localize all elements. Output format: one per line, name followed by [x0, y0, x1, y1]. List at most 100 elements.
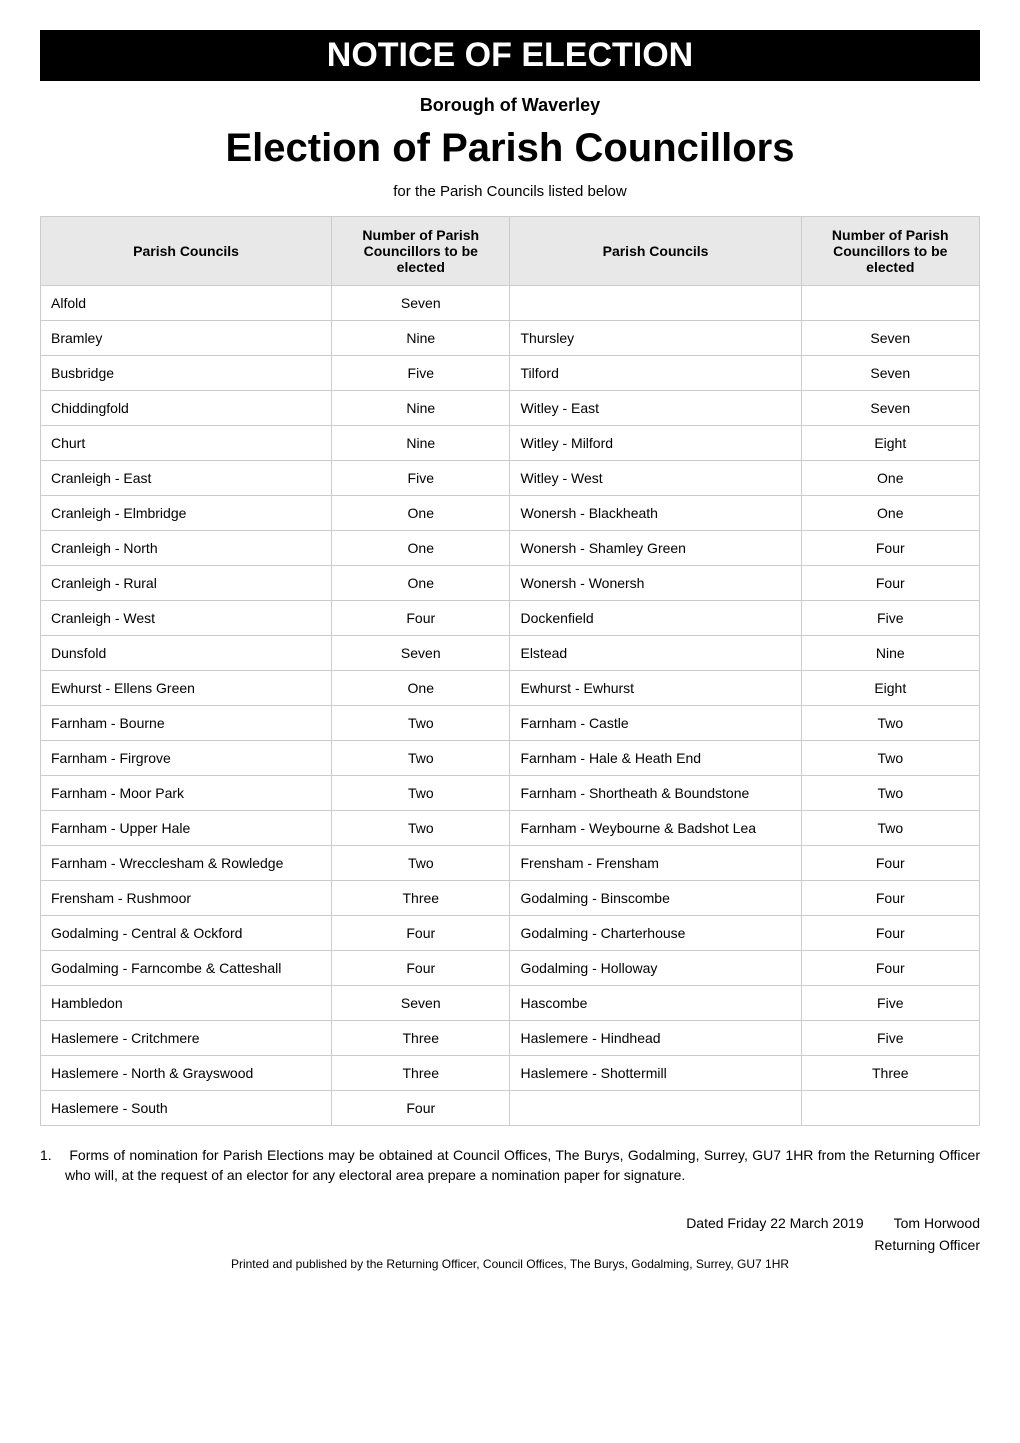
council-cell: Farnham - Upper Hale [41, 811, 332, 846]
number-cell: Four [801, 566, 979, 601]
number-cell: One [332, 496, 510, 531]
header-councillors-1: Number of Parish Councillors to be elect… [332, 217, 510, 286]
number-cell: Two [801, 706, 979, 741]
table-body: AlfoldSevenBramleyNineThursleySevenBusbr… [41, 286, 980, 1126]
table-row: Godalming - Farncombe & CatteshallFourGo… [41, 951, 980, 986]
number-cell: Three [332, 1021, 510, 1056]
number-cell: Four [801, 916, 979, 951]
number-cell: Three [332, 881, 510, 916]
council-cell: Farnham - Wrecclesham & Rowledge [41, 846, 332, 881]
council-cell: Farnham - Bourne [41, 706, 332, 741]
council-cell: Chiddingfold [41, 391, 332, 426]
council-cell: Cranleigh - East [41, 461, 332, 496]
number-cell: Eight [801, 426, 979, 461]
council-cell [510, 1091, 801, 1126]
number-cell: Four [801, 531, 979, 566]
number-cell: Five [801, 986, 979, 1021]
header-parish-councils-1: Parish Councils [41, 217, 332, 286]
table-header-row: Parish Councils Number of Parish Council… [41, 217, 980, 286]
table-row: DunsfoldSevenElsteadNine [41, 636, 980, 671]
number-cell: Four [332, 916, 510, 951]
council-cell: Wonersh - Shamley Green [510, 531, 801, 566]
council-cell: Godalming - Farncombe & Catteshall [41, 951, 332, 986]
council-cell: Churt [41, 426, 332, 461]
table-row: Haslemere - North & GrayswoodThreeHaslem… [41, 1056, 980, 1091]
number-cell: Five [332, 461, 510, 496]
table-row: Haslemere - SouthFour [41, 1091, 980, 1126]
number-cell: Nine [332, 426, 510, 461]
number-cell: Five [332, 356, 510, 391]
council-cell: Hambledon [41, 986, 332, 1021]
council-cell: Godalming - Holloway [510, 951, 801, 986]
council-cell: Hascombe [510, 986, 801, 1021]
number-cell: Seven [801, 356, 979, 391]
council-cell: Wonersh - Wonersh [510, 566, 801, 601]
number-cell: Nine [801, 636, 979, 671]
number-cell: Two [332, 776, 510, 811]
number-cell: One [332, 671, 510, 706]
council-cell: Dunsfold [41, 636, 332, 671]
council-cell: Thursley [510, 321, 801, 356]
number-cell: Seven [801, 391, 979, 426]
number-cell: Eight [801, 671, 979, 706]
council-cell: Cranleigh - Rural [41, 566, 332, 601]
number-cell: Two [332, 741, 510, 776]
table-row: ChiddingfoldNineWitley - EastSeven [41, 391, 980, 426]
council-cell: Farnham - Firgrove [41, 741, 332, 776]
number-cell: One [332, 566, 510, 601]
table-row: Farnham - Moor ParkTwoFarnham - Shorthea… [41, 776, 980, 811]
notice-banner: NOTICE OF ELECTION [40, 30, 980, 81]
council-cell: Ewhurst - Ewhurst [510, 671, 801, 706]
council-cell: Farnham - Castle [510, 706, 801, 741]
number-cell: Seven [332, 636, 510, 671]
number-cell: One [801, 461, 979, 496]
number-cell [801, 286, 979, 321]
number-cell: Three [332, 1056, 510, 1091]
council-cell: Farnham - Weybourne & Badshot Lea [510, 811, 801, 846]
number-cell: Two [801, 741, 979, 776]
number-cell: Two [332, 846, 510, 881]
table-row: Farnham - Wrecclesham & RowledgeTwoFrens… [41, 846, 980, 881]
number-cell: Four [801, 881, 979, 916]
council-cell: Farnham - Shortheath & Boundstone [510, 776, 801, 811]
number-cell: Two [332, 811, 510, 846]
number-cell: Two [801, 776, 979, 811]
table-row: Cranleigh - WestFourDockenfieldFive [41, 601, 980, 636]
council-cell: Godalming - Charterhouse [510, 916, 801, 951]
table-row: Ewhurst - Ellens GreenOneEwhurst - Ewhur… [41, 671, 980, 706]
table-row: HambledonSevenHascombeFive [41, 986, 980, 1021]
table-row: Cranleigh - ElmbridgeOneWonersh - Blackh… [41, 496, 980, 531]
council-cell: Haslemere - South [41, 1091, 332, 1126]
council-cell: Haslemere - Shottermill [510, 1056, 801, 1091]
number-cell: Two [332, 706, 510, 741]
footer-date-name: Dated Friday 22 March 2019 Tom Horwood [40, 1215, 980, 1231]
footer-name: Tom Horwood [894, 1215, 980, 1231]
council-cell: Cranleigh - West [41, 601, 332, 636]
number-cell: One [801, 496, 979, 531]
council-cell: Frensham - Frensham [510, 846, 801, 881]
number-cell: Four [801, 951, 979, 986]
council-cell: Haslemere - Critchmere [41, 1021, 332, 1056]
number-cell: Five [801, 601, 979, 636]
council-cell: Bramley [41, 321, 332, 356]
council-cell: Witley - West [510, 461, 801, 496]
council-cell: Dockenfield [510, 601, 801, 636]
council-cell: Farnham - Moor Park [41, 776, 332, 811]
council-cell: Busbridge [41, 356, 332, 391]
council-cell: Tilford [510, 356, 801, 391]
note-text: Forms of nomination for Parish Elections… [65, 1147, 980, 1183]
council-cell: Wonersh - Blackheath [510, 496, 801, 531]
council-cell: Cranleigh - North [41, 531, 332, 566]
council-cell: Frensham - Rushmoor [41, 881, 332, 916]
table-row: Frensham - RushmoorThreeGodalming - Bins… [41, 881, 980, 916]
subtitle: for the Parish Councils listed below [40, 183, 980, 200]
footer-role: Returning Officer [40, 1237, 980, 1253]
number-cell: Four [332, 951, 510, 986]
council-cell: Witley - Milford [510, 426, 801, 461]
councils-table: Parish Councils Number of Parish Council… [40, 216, 980, 1126]
council-cell: Cranleigh - Elmbridge [41, 496, 332, 531]
footer-printed-by: Printed and published by the Returning O… [40, 1257, 980, 1271]
number-cell: Seven [332, 986, 510, 1021]
table-row: Haslemere - CritchmereThreeHaslemere - H… [41, 1021, 980, 1056]
table-row: Godalming - Central & OckfordFourGodalmi… [41, 916, 980, 951]
